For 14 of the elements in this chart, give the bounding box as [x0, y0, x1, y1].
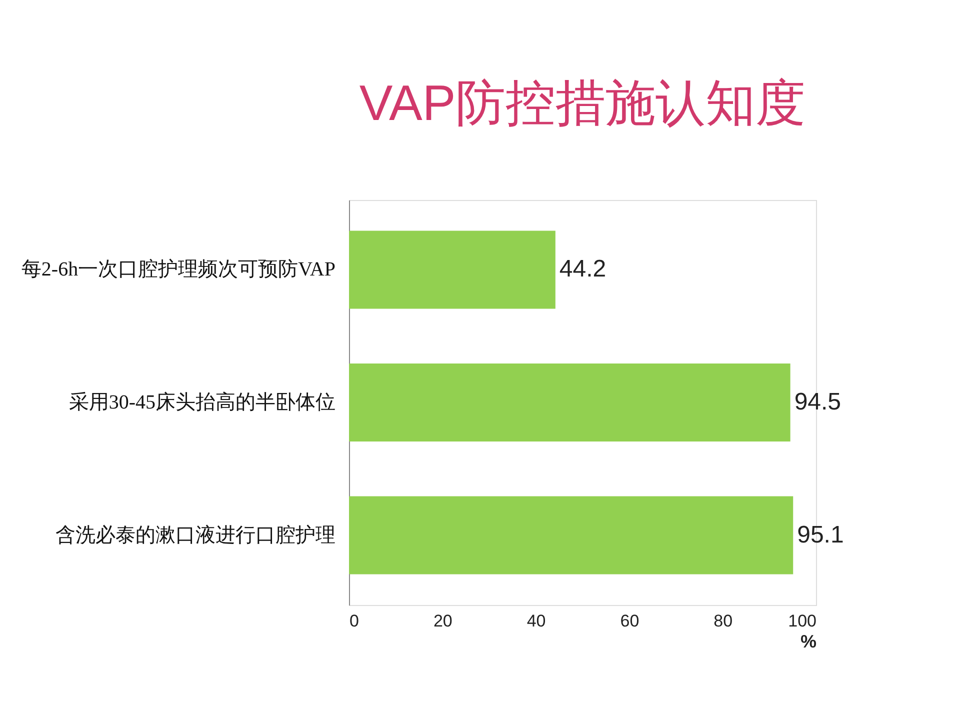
y-tick-label: 采用30-45床头抬高的半卧体位 [68, 390, 336, 414]
x-tick-label: 20 [433, 612, 452, 630]
x-tick-label: 100 [788, 612, 816, 630]
y-tick-label: 每2-6h一次口腔护理频次可预防VAP [21, 258, 336, 281]
x-tick-label: 0 [350, 612, 359, 630]
data-label: 94.5 [794, 388, 842, 416]
data-label: 44.2 [559, 256, 606, 283]
chart-title: VAP防控措施认知度 [359, 75, 806, 131]
x-tick-label: 80 [714, 612, 733, 630]
x-tick-label: 40 [526, 612, 546, 630]
data-label: 95.1 [797, 521, 844, 548]
y-tick-label: 含洗必泰的漱口液进行口腔护理 [56, 524, 336, 546]
x-tick-label: 60 [620, 612, 640, 630]
x-axis-title: % [800, 632, 816, 652]
